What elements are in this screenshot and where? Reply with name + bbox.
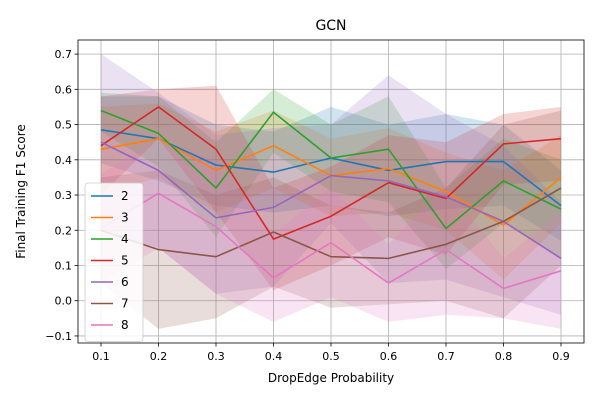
legend-label-7: 7 — [121, 297, 129, 311]
y-tick-label: 0.4 — [55, 154, 73, 167]
y-tick-label: 0.6 — [55, 83, 73, 96]
legend-label-2: 2 — [121, 189, 129, 203]
x-axis-label: DropEdge Probability — [268, 371, 394, 385]
series-8-band — [101, 138, 561, 329]
x-tick-label: 0.5 — [322, 350, 340, 363]
x-tick-label: 0.4 — [265, 350, 283, 363]
legend-label-4: 4 — [121, 232, 129, 246]
x-tick-label: 0.2 — [150, 350, 168, 363]
x-tick-label: 0.9 — [552, 350, 570, 363]
y-tick-label: −0.1 — [45, 330, 72, 343]
legend-label-3: 3 — [121, 211, 129, 225]
series-5-line — [100, 106, 562, 240]
x-tick-label: 0.3 — [207, 350, 225, 363]
x-tick-label: 0.7 — [437, 350, 455, 363]
series-6-line — [100, 141, 562, 260]
y-tick-label: 0.3 — [55, 189, 73, 202]
legend-box — [84, 182, 144, 342]
x-axis-ticks: 0.1 0.2 0.3 0.4 0.5 0.6 0.7 0.8 0.9 — [92, 343, 570, 363]
grid — [78, 40, 584, 343]
series-4-band — [101, 89, 561, 269]
y-tick-label: 0.7 — [55, 48, 73, 61]
x-tick-label: 0.8 — [495, 350, 513, 363]
chart-title: GCN — [315, 18, 346, 34]
series-2-band — [101, 96, 561, 241]
y-tick-label: 0.0 — [55, 295, 73, 308]
y-axis-label: Final Training F1 Score — [14, 124, 28, 259]
y-tick-label: 0.5 — [55, 119, 73, 132]
y-axis-ticks: −0.1 0.0 0.1 0.2 0.3 0.4 0.5 0.6 0.7 — [45, 48, 78, 343]
series-3-band — [101, 103, 561, 280]
legend-label-8: 8 — [121, 318, 129, 332]
y-tick-label: 0.2 — [55, 224, 73, 237]
legend-label-5: 5 — [121, 254, 129, 268]
legend: 2 3 4 5 6 7 8 — [84, 182, 144, 342]
series-8-line — [100, 192, 562, 290]
y-tick-label: 0.1 — [55, 259, 73, 272]
series-lines — [100, 106, 562, 290]
series-5-band — [101, 85, 561, 291]
series-4-line — [100, 109, 562, 230]
x-tick-label: 0.6 — [380, 350, 398, 363]
series-7-line — [100, 187, 562, 260]
x-tick-label: 0.1 — [92, 350, 110, 363]
legend-label-6: 6 — [121, 275, 129, 289]
series-7-band — [101, 110, 561, 329]
